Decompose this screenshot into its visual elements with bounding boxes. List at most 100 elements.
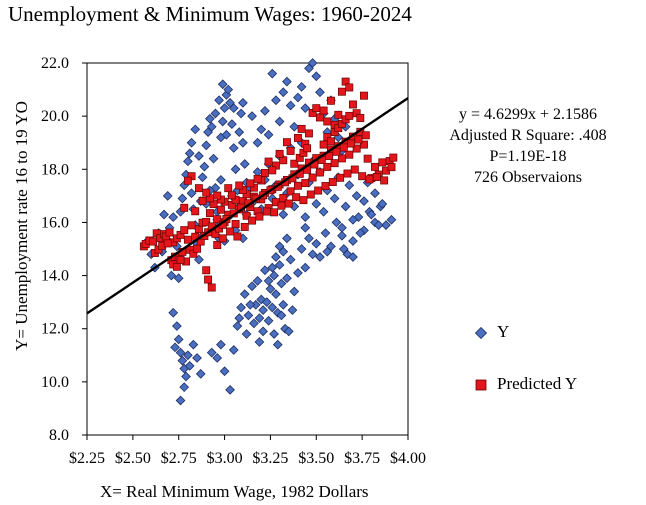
y-data-point [225,384,235,395]
y-data-point [190,124,201,135]
predicted-y-data-point [345,111,354,120]
y-data-point [212,353,223,363]
y-data-point [271,252,281,262]
predicted-y-data-point [293,133,302,142]
y-data-point [276,278,287,289]
y-data-point [184,361,195,371]
predicted-y-data-point [327,137,335,146]
y-data-point [373,220,384,230]
predicted-y-data-point [194,184,203,193]
predicted-y-data-point [191,207,200,216]
y-tick-label: 10.0 [41,374,69,391]
x-tick-label: $2.25 [69,450,105,467]
y-data-point [168,307,179,318]
y-data-point [216,175,226,185]
legend-square-marker [475,379,487,391]
y-data-point [278,209,289,220]
predicted-y-data-point [372,173,381,181]
predicted-y-data-point [286,187,295,196]
y-data-point [320,228,331,238]
predicted-y-data-point [323,117,332,126]
predicted-y-data-point [371,162,379,171]
y-data-point [258,326,268,337]
predicted-y-data-point [308,173,317,182]
y-data-point [260,265,270,276]
y-data-point [177,193,188,204]
predicted-y-data-point [316,168,324,177]
predicted-y-data-point [297,124,306,133]
predicted-y-data-point [172,262,181,271]
regression-equation: y = 4.6299x + 2.1586 [458,106,598,123]
y-data-point [208,153,219,164]
y-data-point [331,217,342,228]
legend-item-predicted-y: Predicted Y [475,374,577,394]
y-data-point [278,299,289,310]
x-axis-label: X= Real Minimum Wage, 1982 Dollars [100,482,369,501]
predicted-y-data-point [235,181,244,190]
y-data-point [247,281,257,292]
predicted-y-data-point [323,162,332,171]
axis-ticks [82,62,409,440]
y-tick-label: 12.0 [41,321,69,338]
y-data-point [386,214,397,225]
predicted-y-data-point [202,266,211,275]
y-tick-label: 18.0 [41,161,69,178]
predicted-y-data-point [361,131,370,140]
predicted-y-data-point [354,135,363,144]
predicted-y-data-point [242,211,251,220]
predicted-y-data-point [149,237,157,246]
tick-labels: $2.25 $2.50 $2.75 $3.00 $3.25 $3.50 $3.75 $4.00… [41,55,426,467]
predicted-y-data-point [264,157,273,166]
y-data-point [311,198,322,209]
y-data-point [256,124,267,135]
y-data-point [217,79,228,90]
predicted-y-data-point [389,153,398,162]
predicted-y-data-point [360,91,368,100]
y-data-point [181,371,191,382]
predicted-y-data-point [345,150,354,159]
predicted-y-data-point [387,163,396,172]
y-data-point [307,58,318,68]
y-data-point [267,262,278,273]
y-data-point [194,151,204,161]
y-data-point [159,209,169,220]
y-data-point [348,236,358,246]
y-data-point [282,76,292,87]
predicted-y-data-point [260,169,269,177]
chart-title: Unemployment & Minimum Wages: 1960-2024 [8,2,412,26]
y-data-point [370,188,380,199]
y-data-point [236,302,246,313]
y-data-point [228,143,239,153]
predicted-y-data-point [180,203,189,212]
predicted-y-data-point [198,196,207,205]
y-data-point [293,268,303,278]
predicted-y-data-point [312,104,321,113]
legend-diamond-marker [475,327,487,340]
predicted-y-data-point [293,181,302,190]
y-data-point [247,111,257,122]
predicted-y-data-point [365,175,374,184]
predicted-y-data-point [270,208,279,217]
y-data-point [238,137,248,148]
y-data-point [228,103,239,114]
y-data-point [230,164,241,175]
predicted-y-data-point [227,191,236,200]
y-data-point [177,355,188,366]
y-data-point [267,302,278,313]
y-tick-label: 16.0 [41,214,69,231]
y-data-point [289,121,300,132]
y-data-point [228,345,239,355]
predicted-y-data-point [356,114,365,122]
y-data-point [263,276,274,286]
y-data-point [282,273,292,284]
y-data-point [162,190,173,201]
y-data-point [223,84,234,95]
y-data-point [258,305,268,315]
predicted-y-data-point [202,217,211,226]
y-data-point [221,129,232,140]
y-data-point [263,129,274,140]
y-data-point [315,252,325,262]
y-data-point [282,233,292,244]
y-data-point [377,198,388,209]
x-tick-label: $3.25 [252,450,288,467]
